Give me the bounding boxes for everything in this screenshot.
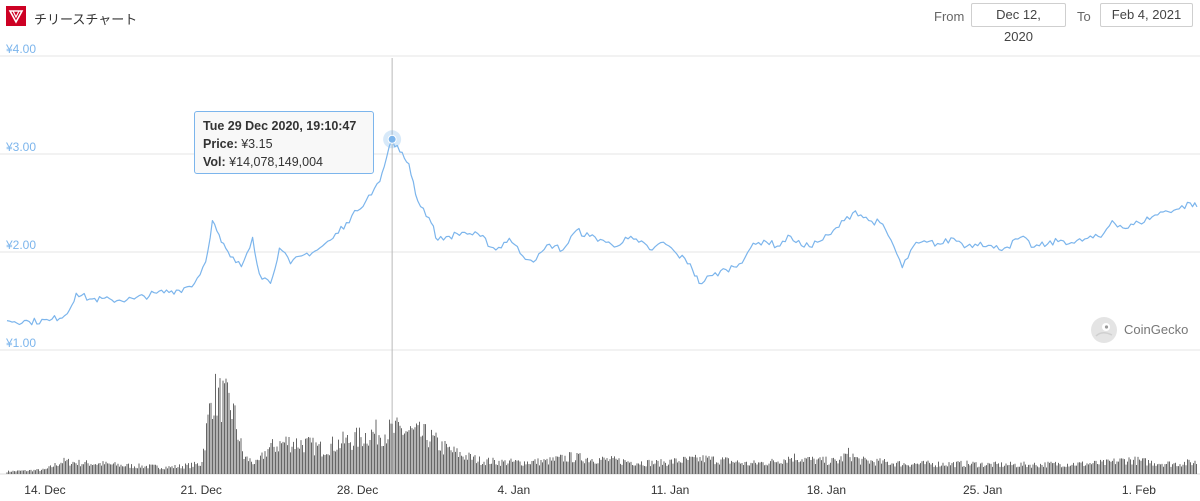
price-tooltip: Tue 29 Dec 2020, 19:10:47 Price: ¥3.15 V…	[194, 111, 374, 174]
watermark-text: CoinGecko	[1124, 322, 1189, 337]
to-label: To	[1077, 9, 1091, 24]
x-tick-label: 21. Dec	[181, 483, 222, 497]
tooltip-price-value: ¥3.15	[241, 137, 273, 151]
gecko-icon	[1091, 317, 1117, 343]
price-line	[6, 138, 1198, 326]
to-date-input[interactable]: Feb 4, 2021	[1100, 3, 1193, 27]
x-tick-label: 14. Dec	[24, 483, 65, 497]
y-tick-label: ¥1.00	[5, 336, 36, 350]
from-label: From	[934, 9, 965, 24]
x-tick-label: 11. Jan	[651, 483, 689, 497]
tooltip-vol-label: Vol:	[203, 155, 226, 169]
x-tick-label: 28. Dec	[337, 483, 378, 497]
chiliz-logo-icon	[6, 6, 26, 26]
y-tick-label: ¥2.00	[5, 238, 36, 252]
x-tick-label: 18. Jan	[807, 483, 846, 497]
chart-header: チリースチャート From Dec 12, 2020 To Feb 4, 202…	[0, 0, 1200, 44]
hover-point	[387, 134, 397, 144]
tooltip-vol-value: ¥14,078,149,004	[229, 155, 324, 169]
tooltip-price-label: Price:	[203, 137, 238, 151]
x-tick-label: 1. Feb	[1122, 483, 1156, 497]
y-tick-label: ¥3.00	[5, 140, 36, 154]
y-tick-label: ¥4.00	[5, 42, 36, 56]
chart-title: チリースチャート	[34, 12, 138, 27]
x-tick-label: 25. Jan	[963, 483, 1002, 497]
x-tick-label: 4. Jan	[497, 483, 530, 497]
tooltip-date: Tue 29 Dec 2020, 19:10:47	[203, 119, 357, 133]
from-date-input[interactable]: Dec 12, 2020	[971, 3, 1066, 44]
